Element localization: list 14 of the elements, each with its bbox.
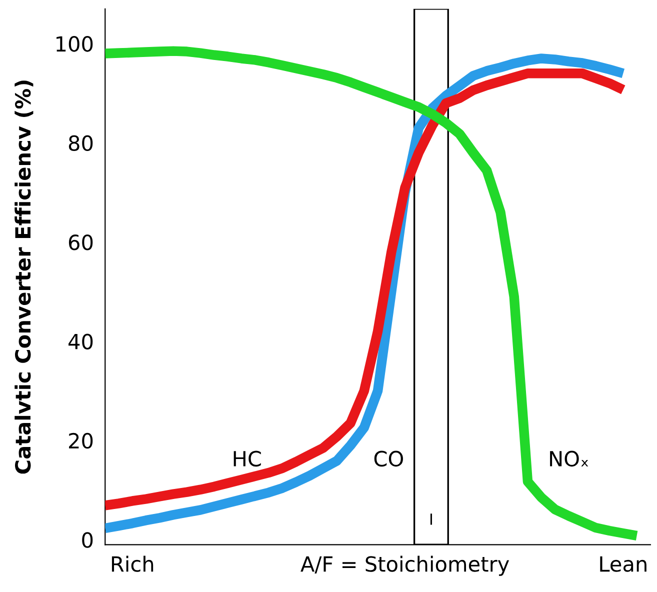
y-axis-title: Catalvtic Converter Efficiencv (%) [14, 80, 34, 474]
y-tick-label: 40 [68, 334, 93, 350]
x-tick-label: Lean [600, 556, 646, 572]
y-tick-label: 0 [82, 532, 93, 548]
y-tick-label: 20 [69, 432, 93, 449]
annotation: NOₓ [550, 450, 588, 467]
y-tick-label: 100 [56, 36, 93, 52]
x-tick-label: Rich [112, 556, 154, 572]
annotation: I [430, 514, 432, 525]
x-tick-label: A/F = Stoichiometry [300, 556, 510, 576]
annotation: HC [234, 450, 261, 467]
y-tick-label: 60 [68, 234, 93, 250]
y-tick-label: 80 [68, 135, 93, 152]
annotation: CO [374, 450, 403, 467]
